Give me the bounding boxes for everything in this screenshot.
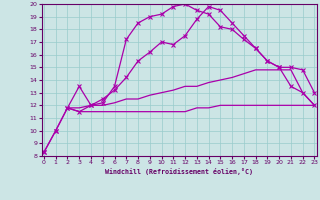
X-axis label: Windchill (Refroidissement éolien,°C): Windchill (Refroidissement éolien,°C): [105, 168, 253, 175]
